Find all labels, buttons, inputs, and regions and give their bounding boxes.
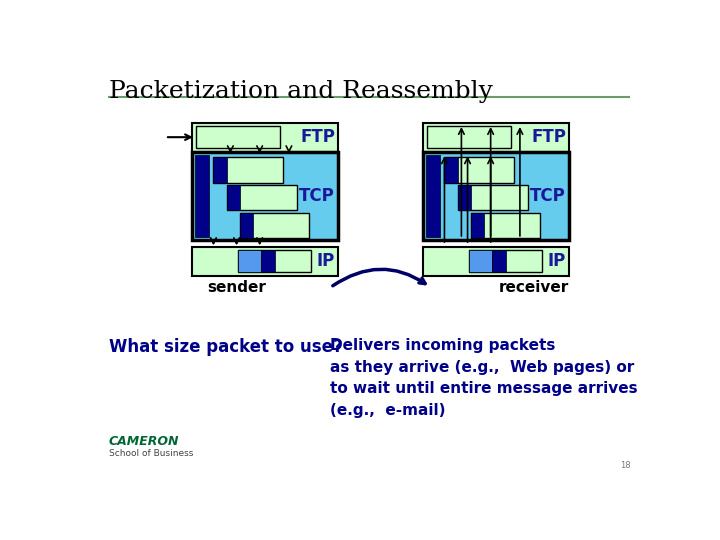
Text: 18: 18 (620, 461, 631, 470)
Text: Delivers incoming packets
as they arrive (e.g.,  Web pages) or
to wait until ent: Delivers incoming packets as they arrive… (330, 338, 638, 418)
Bar (471, 213, 484, 238)
Bar (423, 123, 570, 152)
Bar (423, 152, 570, 240)
Bar (423, 247, 570, 276)
Text: CAMERON: CAMERON (109, 435, 179, 448)
Text: IP: IP (548, 252, 566, 270)
Bar (192, 123, 338, 152)
Text: FTP: FTP (300, 128, 335, 146)
Bar (471, 213, 540, 238)
Bar (240, 213, 253, 238)
Text: TCP: TCP (300, 187, 335, 205)
Text: receiver: receiver (499, 280, 570, 295)
Bar (261, 251, 275, 272)
Bar (444, 157, 457, 183)
Bar (228, 185, 240, 211)
Bar (444, 157, 514, 183)
Text: Packetization and Reassembly: Packetization and Reassembly (109, 80, 492, 103)
Bar (469, 251, 492, 272)
Bar (195, 155, 209, 237)
Bar (192, 152, 338, 240)
Bar (196, 126, 281, 148)
Text: sender: sender (207, 280, 266, 295)
Bar (213, 157, 227, 183)
Text: FTP: FTP (531, 128, 566, 146)
Bar (238, 251, 261, 272)
Bar (192, 247, 338, 276)
Bar (213, 157, 283, 183)
Bar (228, 185, 297, 211)
Text: IP: IP (317, 252, 335, 270)
Bar (426, 155, 440, 237)
Bar (427, 126, 511, 148)
Bar (459, 185, 528, 211)
Bar (238, 251, 311, 272)
Text: School of Business: School of Business (109, 449, 193, 457)
Bar (240, 213, 309, 238)
Bar (469, 251, 542, 272)
Bar (492, 251, 506, 272)
Text: What size packet to use?: What size packet to use? (109, 338, 343, 356)
Bar (459, 185, 472, 211)
Text: TCP: TCP (531, 187, 566, 205)
